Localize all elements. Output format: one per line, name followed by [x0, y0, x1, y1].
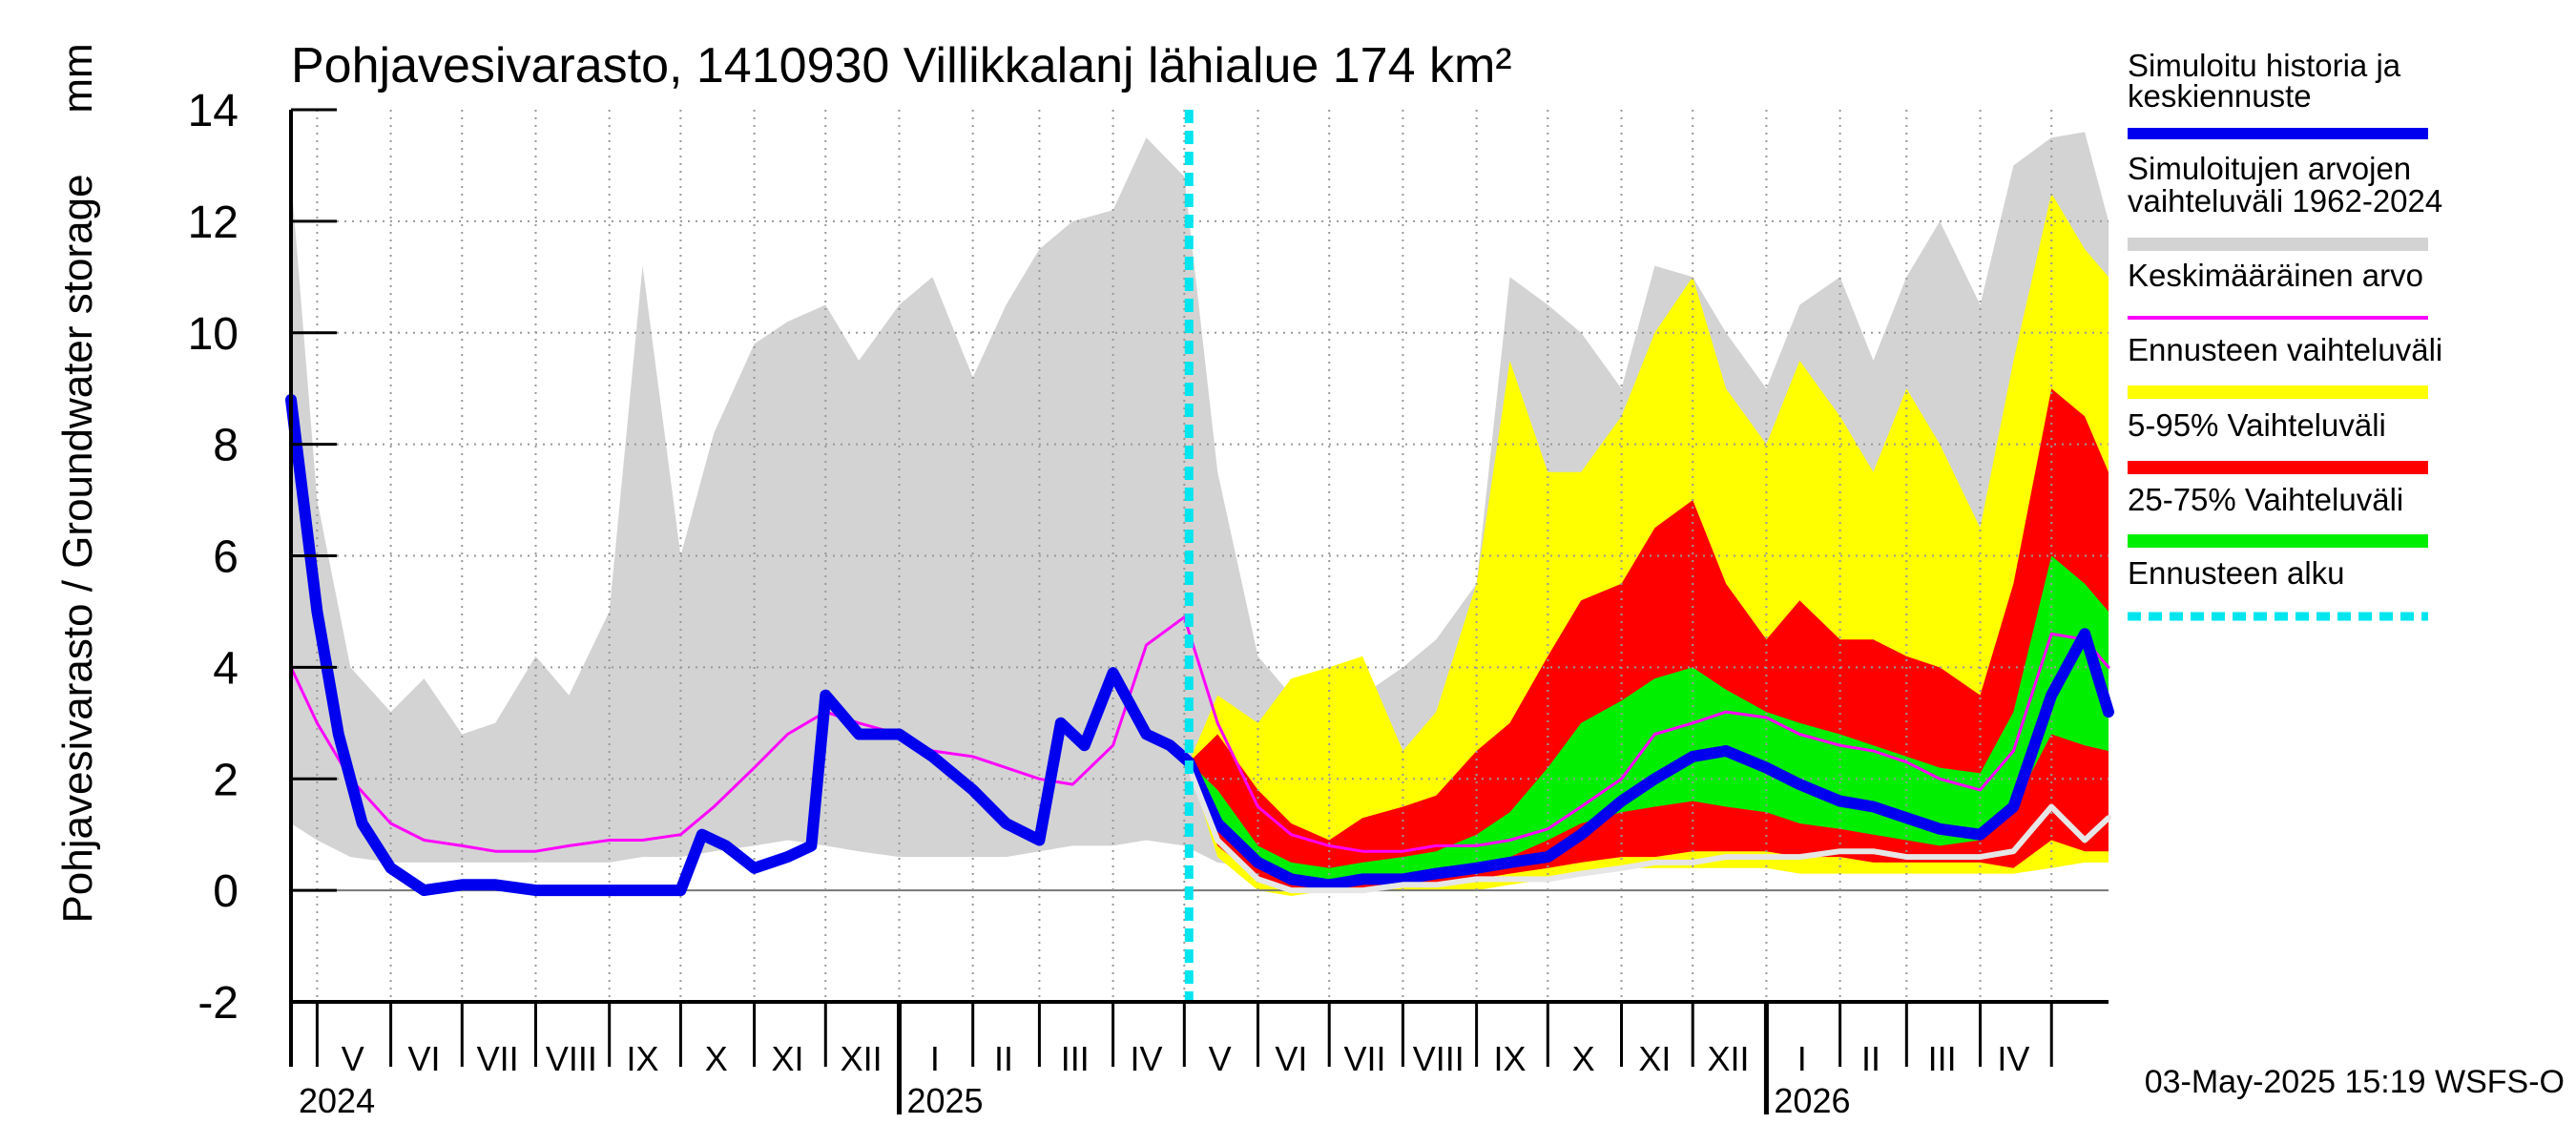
month-label: XII	[841, 1039, 883, 1078]
month-label: II	[994, 1039, 1013, 1078]
chart-lines	[285, 110, 2114, 1002]
month-label: XI	[771, 1039, 803, 1078]
year-label: 2025	[906, 1081, 983, 1120]
month-label: IV	[1997, 1039, 2029, 1078]
month-label: V	[342, 1039, 364, 1078]
month-label: VI	[1275, 1039, 1307, 1078]
legend-label: Keskimääräinen arvo	[2128, 258, 2423, 293]
month-label: X	[705, 1039, 728, 1078]
month-label: VIII	[1413, 1039, 1465, 1078]
legend-label: 25-75% Vaihteluväli	[2128, 482, 2403, 517]
month-label: I	[1797, 1039, 1807, 1078]
month-label: XI	[1638, 1039, 1671, 1078]
month-label: VIII	[546, 1039, 597, 1078]
legend-label: keskiennuste	[2128, 78, 2312, 114]
month-label: X	[1572, 1039, 1595, 1078]
y-tick-label: 4	[213, 643, 239, 694]
chart-title: Pohjavesivarasto, 1410930 Villikkalanj l…	[291, 38, 1512, 94]
series-line-keskim-r-inen-arvo	[289, 615, 2110, 853]
y-axis-ticks: -2 0 2 4 6 8 10 12 14	[188, 86, 337, 1029]
y-axis-unit: mm	[54, 43, 101, 113]
x-axis: V VI VII VIII IX X XI XII I II III IV V VI VII VIII IX X X…	[299, 1002, 2053, 1120]
y-tick-label: 6	[213, 532, 239, 583]
month-label: VI	[407, 1039, 440, 1078]
month-label: III	[1061, 1039, 1090, 1078]
month-label: V	[1209, 1039, 1232, 1078]
legend-label: vaihteluväli 1962-2024	[2128, 183, 2442, 219]
month-label: IX	[627, 1039, 659, 1078]
legend-label: Simuloitujen arvojen	[2128, 151, 2411, 186]
month-label: VII	[477, 1039, 519, 1078]
series-line-simuloitu-historia-ja-keskiennuste	[285, 393, 2114, 897]
month-label: IX	[1493, 1039, 1526, 1078]
series-line-minimum	[1186, 764, 2111, 894]
y-tick-label: 0	[213, 866, 239, 917]
y-tick-label: -2	[197, 978, 239, 1029]
year-label: 2024	[299, 1081, 375, 1120]
legend-label: Simuloitu historia ja	[2128, 48, 2401, 83]
y-axis-label: Pohjavesivarasto / Groundwater storage	[54, 174, 101, 923]
y-tick-label: 8	[213, 421, 239, 471]
legend-label: Ennusteen vaihteluväli	[2128, 332, 2442, 367]
y-tick-label: 2	[213, 755, 239, 805]
legend-label: Ennusteen alku	[2128, 555, 2345, 591]
month-label: IV	[1130, 1039, 1162, 1078]
plot-frame	[289, 110, 2109, 1067]
month-label: II	[1861, 1039, 1880, 1078]
month-label: XII	[1708, 1039, 1750, 1078]
y-tick-label: 12	[188, 198, 239, 248]
legend-label: 5-95% Vaihteluväli	[2128, 407, 2386, 443]
month-label: I	[930, 1039, 940, 1078]
y-tick-label: 14	[188, 86, 239, 136]
y-tick-label: 10	[188, 309, 239, 360]
footer-timestamp: 03-May-2025 15:19 WSFS-O	[2145, 1064, 2565, 1100]
month-label: VII	[1344, 1039, 1386, 1078]
year-label: 2026	[1774, 1081, 1850, 1120]
month-label: III	[1928, 1039, 1957, 1078]
